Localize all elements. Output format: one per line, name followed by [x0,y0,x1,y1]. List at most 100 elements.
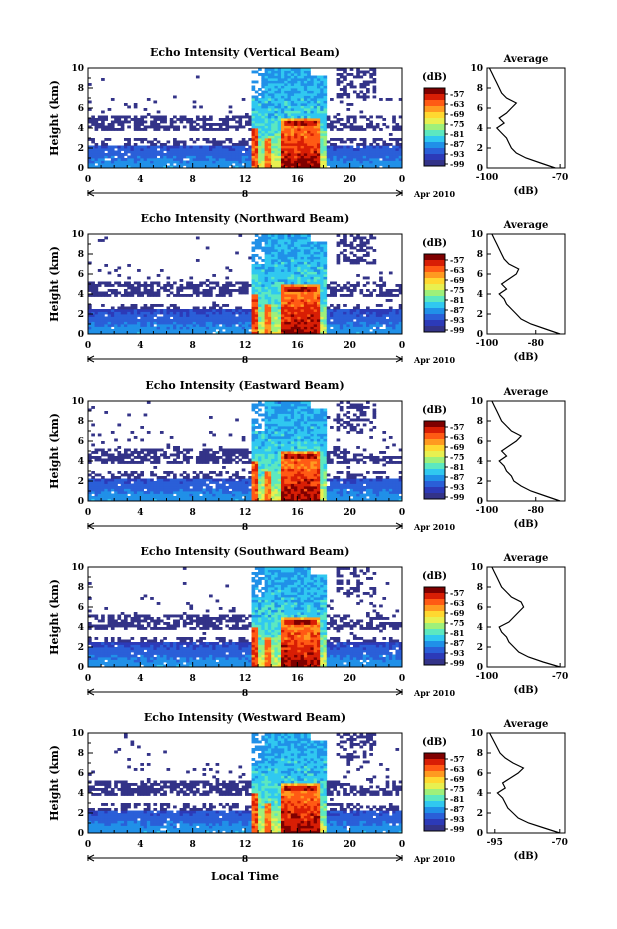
heatmap-cells [88,567,403,668]
x-tick-label: 0 [399,840,405,850]
panel-4: Echo Intensity (Southward Beam) 0 2 4 6 8 10 He… [48,545,568,699]
y-tick-label: 4 [78,290,84,300]
colorbar-unit: (dB) [422,405,447,416]
colorbar-segment [424,753,445,760]
date-label: Apr 2010 [413,688,456,698]
colorbar-segment [424,783,445,790]
average-profile: Average 0 2 4 6 8 10 -100 -80 (dB) [470,387,566,530]
x-tick-label: 0 [399,341,405,351]
profile-y-tick-label: 4 [477,457,483,467]
y-tick-label: 8 [78,84,84,94]
colorbar-segment [424,457,445,464]
profile-line [489,732,560,834]
profile-y-tick-label: 10 [470,729,483,739]
profile-y-tick-label: 0 [477,164,483,174]
x-tick-label: 16 [291,840,304,850]
x-tick-label: 8 [190,674,196,684]
colorbar-segment [424,759,445,766]
y-tick-label: 2 [78,477,84,487]
date-arrow-right [395,189,404,197]
colorbar: (dB)-57-63-69-75-81-87-93-99 [422,571,465,668]
y-tick-label: 10 [71,64,84,74]
colorbar-tick-label: -93 [450,648,465,658]
colorbar-segment [424,451,445,458]
x-tick-label: 4 [137,674,143,684]
colorbar-tick-label: -57 [450,754,464,764]
profile-y-tick-label: 6 [477,603,483,613]
profile-y-tick-label: 0 [477,829,483,839]
colorbar-tick-label: -69 [450,109,465,119]
colorbar-segment [424,302,445,309]
y-tick-label: 6 [78,270,84,280]
profile-y-tick-label: 0 [477,330,483,340]
colorbar-frame [423,253,446,333]
panel-title: Echo Intensity (Eastward Beam) [145,379,344,392]
y-axis-label: Height (km) [48,246,61,322]
x-tick-label: 0 [85,508,91,518]
x-tick-label: 8 [190,508,196,518]
x-tick-label: 0 [399,674,405,684]
x-tick-label: 20 [343,508,356,518]
x-tick-label: 16 [291,175,304,185]
profile-y-tick-label: 2 [477,144,483,154]
colorbar-tick-label: -69 [450,442,465,452]
colorbar-tick-label: -99 [450,159,465,169]
y-axis-label: Height (km) [48,413,61,489]
colorbar-tick-label: -81 [450,129,464,139]
colorbar-segment [424,463,445,470]
y-tick-label: 2 [78,643,84,653]
colorbar-tick-label: -75 [450,285,464,295]
y-axis-label: Height (km) [48,579,61,655]
profile-x-tick-label: -70 [552,838,568,848]
profile-y-tick-label: 4 [477,290,483,300]
y-tick-label: 6 [78,603,84,613]
profile-xlabel: (dB) [514,851,539,862]
x-tick-label: 12 [239,341,252,351]
panel-title: Echo Intensity (Westward Beam) [144,711,346,724]
y-tick-label: 2 [78,144,84,154]
x-tick-label: 20 [343,840,356,850]
profile-y-tick-label: 0 [477,497,483,507]
y-tick-label: 8 [78,250,84,260]
heatmap-cells [88,234,403,335]
y-tick-label: 2 [78,310,84,320]
y-tick-label: 0 [78,497,84,507]
colorbar-tick-label: -75 [450,784,464,794]
colorbar-segment [424,308,445,315]
colorbar-segment [424,130,445,137]
colorbar-segment [424,475,445,482]
x-tick-label: 4 [137,175,143,185]
colorbar-frame [423,586,446,666]
x-tick-label: 8 [190,341,196,351]
colorbar-segment [424,314,445,321]
profile-y-tick-label: 8 [477,417,483,427]
date-label: Apr 2010 [413,355,456,365]
colorbar: (dB)-57-63-69-75-81-87-93-99 [422,405,465,502]
y-tick-label: 6 [78,104,84,114]
profile-y-tick-label: 4 [477,124,483,134]
colorbar-segment [424,142,445,149]
date-arrow-left [86,522,95,530]
profile-y-tick-label: 6 [477,769,483,779]
colorbar-tick-label: -75 [450,119,464,129]
colorbar-segment [424,278,445,285]
average-profile: Average 0 2 4 6 8 10 -95 -70 (dB) [470,719,567,862]
x-tick-label: 4 [137,341,143,351]
profile-y-tick-label: 10 [470,230,483,240]
profile-y-tick-label: 10 [470,64,483,74]
date-label: Apr 2010 [413,854,456,864]
x-tick-label: 0 [399,175,405,185]
colorbar-frame [423,420,446,500]
profile-xlabel: (dB) [514,186,539,197]
colorbar-tick-label: -87 [450,638,464,648]
profile-line [491,400,561,502]
heatmap-cells [88,401,403,502]
x-tick-label: 20 [343,341,356,351]
y-tick-label: 8 [78,583,84,593]
panel-5: Echo Intensity (Westward Beam) 0 2 4 6 8 10 Hei… [48,711,568,865]
colorbar-segment [424,284,445,291]
date-arrow-left [86,854,95,862]
profile-x-tick-label: -100 [476,339,499,349]
y-tick-label: 0 [78,663,84,673]
date-arrow-right [395,854,404,862]
